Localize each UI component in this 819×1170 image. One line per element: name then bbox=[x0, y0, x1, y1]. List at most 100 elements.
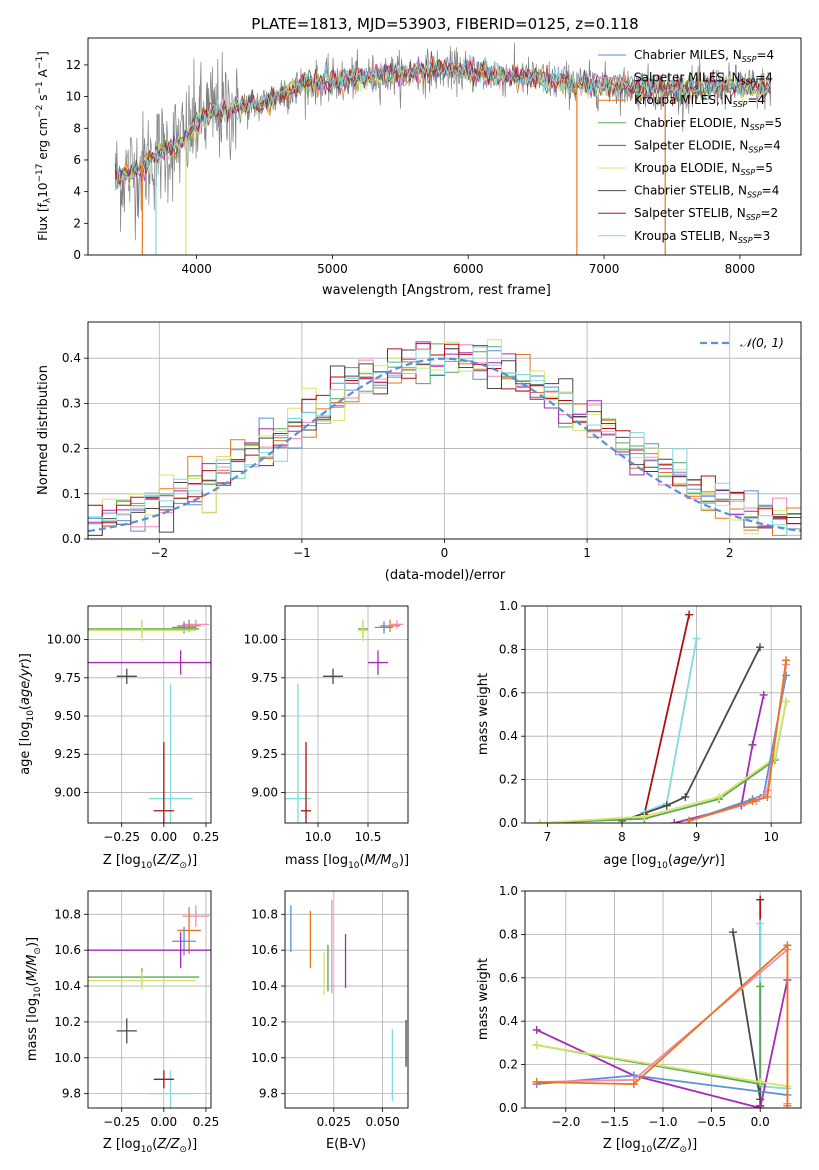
y-tick-label: 0.6 bbox=[499, 971, 518, 985]
y-tick-label: 1.0 bbox=[499, 884, 518, 898]
grid bbox=[285, 891, 408, 1108]
legend-label: Kroupa MILES, NSSP=4 bbox=[634, 93, 765, 109]
y-tick-label: 10 bbox=[66, 90, 81, 104]
legend-label: Salpeter ELODIE, NSSP=4 bbox=[634, 138, 781, 154]
plot-area bbox=[88, 619, 211, 823]
plot-area bbox=[285, 619, 403, 823]
y-tick-label: 10.0 bbox=[251, 1051, 278, 1065]
grid bbox=[88, 606, 211, 823]
x-tick-label: 9 bbox=[693, 830, 701, 844]
legend-label: Chabrier STELIB, NSSP=4 bbox=[634, 184, 779, 200]
y-tick-label: 9.8 bbox=[259, 1087, 278, 1101]
residual-histogram bbox=[88, 343, 801, 524]
mass-weight-marker bbox=[662, 801, 671, 810]
x-tick-label: 10.5 bbox=[355, 830, 382, 844]
plot-area bbox=[532, 895, 792, 1108]
model-spectrum-line bbox=[114, 57, 771, 191]
mass-weight-marker bbox=[756, 982, 765, 991]
y-tick-label: 9.25 bbox=[54, 747, 81, 761]
y-tick-label: 1.0 bbox=[499, 599, 518, 613]
x-tick-label: −1.0 bbox=[648, 1115, 677, 1129]
mass-weight-marker bbox=[532, 1041, 541, 1050]
axes-frame bbox=[87, 37, 802, 256]
y-tick-label: 10.8 bbox=[251, 907, 278, 921]
mass-weight-marker bbox=[756, 895, 765, 904]
y-tick-label: 10.2 bbox=[54, 1015, 81, 1029]
mass-weight-marker bbox=[692, 634, 701, 643]
x-tick-label: 0 bbox=[441, 546, 449, 560]
y-tick-label: 0.3 bbox=[62, 396, 81, 410]
normal-curve bbox=[88, 357, 801, 533]
legend-label: Salpeter MILES, NSSP=4 bbox=[634, 71, 773, 87]
mass-weight-marker bbox=[748, 797, 757, 806]
ticks: −0.25 0.00 0.25 9.00 9.25 9.50 9.75 10.00 bbox=[47, 633, 220, 844]
mass-weight-marker bbox=[755, 643, 764, 652]
legend-label: Salpeter STELIB, NSSP=2 bbox=[634, 206, 778, 222]
y-tick-label: 0.8 bbox=[499, 642, 518, 656]
x-tick-label: −0.5 bbox=[697, 1115, 726, 1129]
model-spectrum-line bbox=[114, 59, 771, 186]
y-tick-label: 10.6 bbox=[251, 943, 278, 957]
mass-weight-marker bbox=[748, 740, 757, 749]
y-tick-label: 0.0 bbox=[499, 1101, 518, 1115]
x-tick-label: 0.0 bbox=[751, 1115, 770, 1129]
y-tick-label: 0.1 bbox=[62, 487, 81, 501]
x-tick-label: −1.5 bbox=[600, 1115, 629, 1129]
x-tick-label: 6000 bbox=[453, 262, 484, 276]
x-tick-label: 10 bbox=[764, 830, 779, 844]
residual-xlabel: (data-model)/error bbox=[385, 568, 506, 583]
massweight-z-panel: Z [log10(Z/Z⊙)] mass weight −2.0 −1.5 −1.0… bbox=[476, 884, 802, 1155]
x-tick-label: 0.00 bbox=[150, 1115, 177, 1129]
x-tick-label: −2.0 bbox=[551, 1115, 580, 1129]
mass-ebv-xlabel: E(B-V) bbox=[326, 1137, 366, 1152]
y-tick-label: 0.4 bbox=[499, 729, 518, 743]
y-tick-label: 10.8 bbox=[54, 907, 81, 921]
axes-frame bbox=[284, 890, 409, 1109]
massweight-z-ylabel: mass weight bbox=[476, 958, 491, 1040]
mass-weight-marker bbox=[532, 1077, 541, 1086]
x-tick-label: 0.025 bbox=[317, 1115, 351, 1129]
ticks: 4000 5000 6000 7000 8000 0 2 4 6 8 10 12 bbox=[66, 58, 755, 276]
massweight-z-xlabel: Z [log10(Z/Z⊙)] bbox=[603, 1137, 697, 1155]
spectrum-panel: wavelength [Angstrom, rest frame] Flux [… bbox=[35, 37, 802, 298]
y-tick-label: 0.8 bbox=[499, 927, 518, 941]
mass-weight-marker bbox=[629, 1080, 638, 1089]
x-tick-label: 1 bbox=[583, 546, 591, 560]
plot-area bbox=[290, 899, 407, 1101]
y-tick-label: 10.6 bbox=[54, 943, 81, 957]
mass-weight-marker bbox=[685, 816, 694, 823]
model-spectrum-line bbox=[114, 51, 771, 185]
residual-histogram bbox=[88, 346, 801, 536]
y-tick-label: 10.2 bbox=[251, 1015, 278, 1029]
age-z-panel: Z [log10(Z/Z⊙)] age [log10(age/yr)] −0.2… bbox=[18, 605, 220, 871]
y-tick-label: 0.0 bbox=[62, 532, 81, 546]
mass-weight-marker bbox=[670, 819, 679, 823]
x-tick-label: 0.25 bbox=[193, 830, 220, 844]
y-tick-label: 10.4 bbox=[54, 979, 81, 993]
spectrum-ylabel: Flux [fλ10−17 erg cm−2 s−1 A−1] bbox=[35, 51, 53, 241]
y-tick-label: 9.75 bbox=[251, 671, 278, 685]
axes-frame bbox=[87, 890, 212, 1109]
ticks: −0.25 0.00 0.25 9.8 10.0 10.2 10.4 10.6 10.8 bbox=[54, 907, 219, 1129]
mass-weight-marker bbox=[756, 1104, 765, 1108]
spectrum-xlabel: wavelength [Angstrom, rest frame] bbox=[322, 283, 551, 298]
x-tick-label: 8 bbox=[618, 830, 626, 844]
mass-weight-marker bbox=[714, 792, 723, 801]
y-tick-label: 9.8 bbox=[62, 1087, 81, 1101]
x-tick-label: 4000 bbox=[181, 262, 212, 276]
plot-area bbox=[88, 339, 801, 536]
mass-weight-marker bbox=[681, 792, 690, 801]
mass-weight-marker bbox=[782, 656, 791, 665]
y-tick-label: 4 bbox=[73, 185, 81, 199]
mass-weight-line bbox=[643, 614, 690, 815]
residual-legend: 𝒩(0, 1) bbox=[700, 336, 784, 350]
ticks: −2.0 −1.5 −1.0 −0.5 0.0 0.0 0.2 0.4 0.6 0.8 1.0 bbox=[499, 884, 770, 1129]
y-tick-label: 0.0 bbox=[499, 816, 518, 830]
y-tick-label: 9.00 bbox=[251, 785, 278, 799]
age-z-xlabel: Z [log10(Z/Z⊙)] bbox=[103, 853, 197, 871]
legend-label: Kroupa ELODIE, NSSP=5 bbox=[634, 161, 773, 177]
plot-area bbox=[88, 905, 211, 1108]
legend-label: Chabrier ELODIE, NSSP=5 bbox=[634, 116, 782, 132]
y-tick-label: 0.2 bbox=[499, 773, 518, 787]
x-tick-label: −2 bbox=[150, 546, 168, 560]
